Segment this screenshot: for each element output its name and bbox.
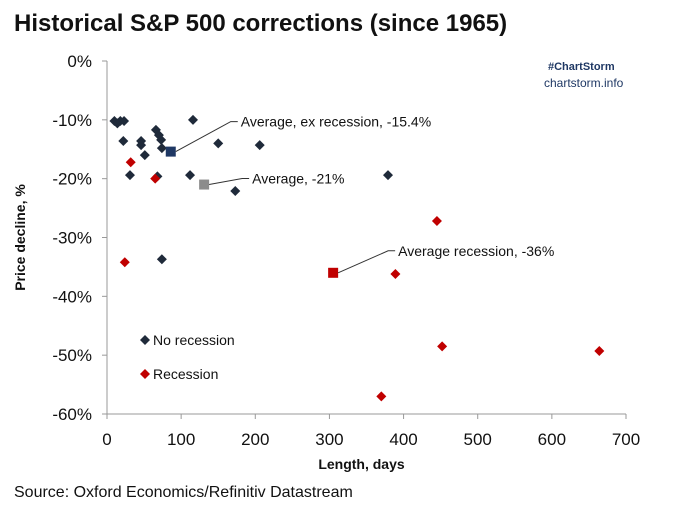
data-point-recession [594,346,605,357]
data-point-no-recession [254,140,265,151]
callout-line [209,178,250,186]
average-label: Average recession, -36% [398,243,554,259]
y-tick-label: -40% [52,287,92,306]
x-axis-label: Length, days [318,456,405,472]
x-tick-label: 400 [389,430,417,449]
y-tick-label: 0% [67,52,92,71]
data-point-no-recession [383,170,394,181]
data-point-no-recession [188,114,199,125]
legend-marker [140,335,150,345]
data-point-recession [125,157,136,168]
data-point-no-recession [119,116,130,127]
legend-marker [140,369,150,379]
x-tick-label: 600 [538,430,566,449]
callout-line [337,250,396,274]
average-marker [165,146,176,157]
data-point-no-recession [213,138,224,149]
data-point-no-recession [156,143,167,154]
y-tick-label: -10% [52,111,92,130]
x-tick-label: 700 [612,430,640,449]
average-marker [199,179,210,190]
average-label: Average, -21% [252,171,344,187]
x-tick-label: 100 [167,430,195,449]
x-tick-label: 0 [102,430,111,449]
x-tick-label: 500 [464,430,492,449]
y-tick-label: -20% [52,170,92,189]
data-point-no-recession [136,140,147,151]
legend-label: No recession [153,332,235,348]
legend-label: Recession [153,366,218,382]
y-axis-label: Price decline, % [12,184,28,291]
data-point-no-recession [118,136,129,147]
x-tick-label: 200 [241,430,269,449]
data-point-no-recession [185,170,196,181]
y-tick-label: -60% [52,405,92,424]
average-marker [328,267,339,278]
y-tick-label: -30% [52,229,92,248]
y-tick-label: -50% [52,346,92,365]
data-point-recession [431,216,442,227]
source-note: Source: Oxford Economics/Refinitiv Datas… [14,484,353,501]
data-point-no-recession [230,186,241,197]
data-point-recession [437,341,448,352]
x-tick-label: 300 [315,430,343,449]
data-point-no-recession [156,134,167,145]
data-point-recession [119,257,130,268]
data-point-no-recession [139,150,150,161]
average-label: Average, ex recession, -15.4% [241,114,431,130]
callout-line [175,121,238,153]
data-point-no-recession [156,254,167,265]
brand-tag: #ChartStorm [548,61,615,73]
chart-title: Historical S&P 500 corrections (since 19… [14,10,507,37]
data-point-no-recession [124,170,135,181]
data-point-recession [376,391,387,402]
data-point-recession [150,173,161,184]
data-point-recession [390,268,401,279]
brand-site: chartstorm.info [544,76,624,90]
